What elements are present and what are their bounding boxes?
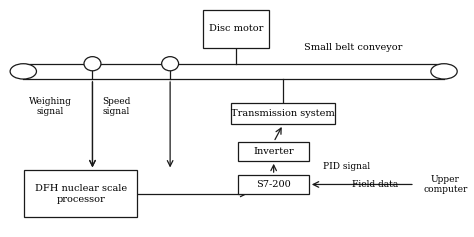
Ellipse shape <box>84 57 101 71</box>
Text: Small belt conveyor: Small belt conveyor <box>304 43 403 52</box>
Text: Upper
computer: Upper computer <box>423 175 468 194</box>
Text: DFH nuclear scale
processor: DFH nuclear scale processor <box>35 184 127 204</box>
Text: Weighing
signal: Weighing signal <box>28 97 72 116</box>
Text: PID signal: PID signal <box>323 162 370 171</box>
Ellipse shape <box>10 64 36 79</box>
Text: Disc motor: Disc motor <box>209 24 263 33</box>
FancyBboxPatch shape <box>238 142 309 161</box>
Ellipse shape <box>431 64 457 79</box>
Text: Inverter: Inverter <box>253 147 294 156</box>
FancyBboxPatch shape <box>203 10 269 48</box>
Text: Speed
signal: Speed signal <box>102 97 130 116</box>
Ellipse shape <box>162 57 179 71</box>
FancyBboxPatch shape <box>231 103 335 124</box>
Text: S7-200: S7-200 <box>256 180 291 189</box>
Text: Field data: Field data <box>352 180 398 189</box>
FancyBboxPatch shape <box>238 175 309 194</box>
Text: Transmission system: Transmission system <box>231 109 335 118</box>
FancyBboxPatch shape <box>24 170 137 218</box>
